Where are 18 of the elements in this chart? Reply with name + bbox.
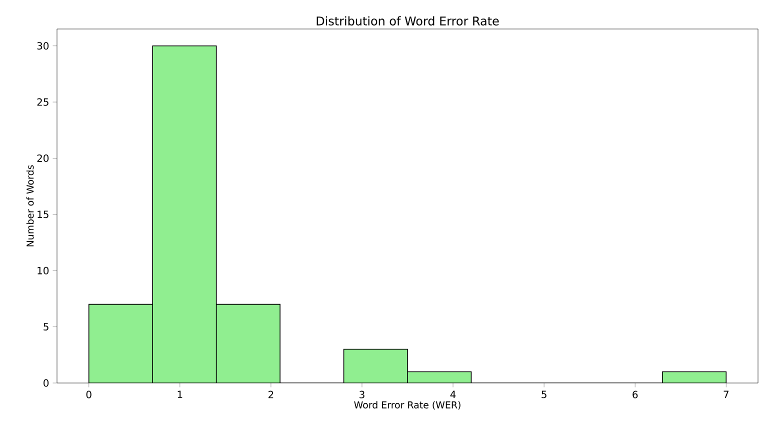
x-tick-label: 0	[86, 390, 92, 398]
y-tick-label: 5	[44, 323, 48, 331]
x-axis-title: Word Error Rate (WER)	[354, 401, 460, 410]
x-tick-label: 2	[268, 390, 274, 398]
y-tick-label: 10	[38, 266, 49, 274]
x-tick-label: 5	[542, 390, 546, 398]
y-tick-label: 15	[38, 210, 48, 218]
y-tick-label: 25	[37, 98, 48, 106]
y-tick-label: 20	[37, 154, 49, 162]
x-tick-label: 3	[360, 390, 364, 398]
y-tick-label: 0	[44, 379, 49, 387]
y-axis-title: Number of Words	[26, 165, 34, 246]
x-tick-label: 7	[724, 390, 728, 398]
chart-title: Distribution of Word Error Rate	[316, 16, 499, 26]
x-tick-label: 6	[632, 390, 638, 398]
x-tick-label: 4	[450, 390, 456, 398]
y-tick-label: 30	[37, 42, 49, 50]
x-tick-label: 1	[178, 390, 182, 398]
